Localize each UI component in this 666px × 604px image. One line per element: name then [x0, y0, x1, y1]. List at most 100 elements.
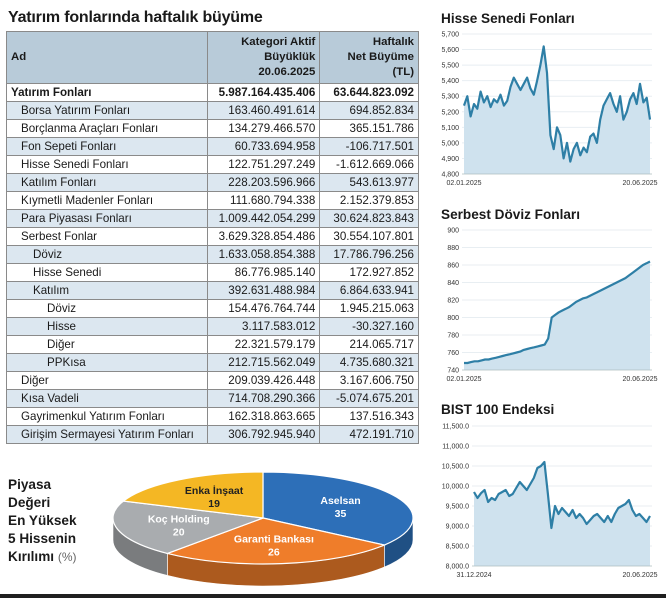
fund-growth-cell: 472.191.710 [319, 425, 419, 444]
pie-title-line: Piyasa [8, 477, 52, 492]
y-tick-label: 840 [447, 280, 459, 287]
y-tick-label: 740 [447, 368, 459, 375]
pie-unit: (%) [57, 550, 77, 564]
funds-table: Ad Kategori Aktif Büyüklük 20.06.2025 Ha… [6, 31, 419, 444]
fund-growth-cell: 6.864.633.941 [319, 281, 419, 300]
column-header-size-line: Kategori Aktif [241, 36, 316, 48]
y-tick-label: 9,500.0 [446, 504, 469, 511]
fund-name-cell: Hisse Senedi Fonları [6, 155, 208, 174]
table-title: Yatırım fonlarında haftalık büyüme [8, 9, 263, 26]
column-header-size-line: Büyüklük [264, 51, 316, 63]
series-area [474, 462, 650, 566]
fund-growth-cell: 1.945.215.063 [319, 299, 419, 318]
pie-title-last-word: Kırılımı [8, 549, 55, 564]
fx-funds-chart: 740 760 780 800 820 840 860 880 900 02.01.2025 20.… [446, 228, 657, 384]
chart-title-fx-funds: Serbest Döviz Fonları [441, 207, 580, 222]
table-row: Borçlanma Araçları Fonları 134.279.466.57… [6, 119, 419, 138]
fund-name-cell: Diğer [6, 371, 208, 390]
fund-growth-cell: 172.927.852 [319, 263, 419, 282]
fund-size-cell: 228.203.596.966 [206, 173, 321, 192]
x-tick-label: 20.06.2025 [622, 376, 657, 383]
pie-slice-value: 35 [335, 508, 347, 520]
y-tick-label: 11,000.0 [442, 444, 469, 451]
fund-growth-cell: -1.612.669.066 [319, 155, 419, 174]
fund-name-cell: Hisse [6, 317, 208, 336]
table-row: Katılım 392.631.488.984 6.864.633.941 [6, 281, 419, 300]
fund-growth-cell: 694.852.834 [319, 101, 419, 120]
fund-name-cell: Yatırım Fonları [6, 83, 208, 102]
fund-size-cell: 163.460.491.614 [206, 101, 321, 120]
y-tick-label: 780 [447, 333, 459, 340]
pie-slice-value: 26 [268, 546, 280, 558]
y-tick-label: 10,500.0 [442, 464, 469, 471]
fund-name-cell: Para Piyasası Fonları [6, 209, 208, 228]
fund-size-cell: 162.318.863.665 [206, 407, 321, 426]
y-tick-label: 9,000.0 [446, 524, 469, 531]
x-tick-label: 02.01.2025 [446, 376, 481, 383]
pie-slice-label: Garanti Bankası [234, 533, 314, 545]
fund-name-cell: Hisse Senedi [6, 263, 208, 282]
table-row: Yatırım Fonları 5.987.164.435.406 63.644.8… [6, 83, 419, 102]
pie-title-line: En Yüksek [8, 513, 77, 528]
y-tick-label: 5,600 [441, 47, 459, 54]
fund-growth-cell: 63.644.823.092 [319, 83, 419, 102]
pie-title-line: Kırılımı (%) [8, 548, 118, 566]
bottom-rule [0, 594, 666, 598]
fund-size-cell: 22.321.579.179 [206, 335, 321, 354]
fund-size-cell: 111.680.794.338 [206, 191, 321, 210]
column-header-growth-line: Net Büyüme [347, 51, 414, 63]
bist100-chart: 8,000.0 8,500.0 9,000.0 9,500.0 10,000.0 10,5… [442, 424, 658, 580]
pie-slice-value: 19 [208, 498, 220, 510]
y-tick-label: 820 [447, 298, 459, 305]
fund-size-cell: 60.733.694.958 [206, 137, 321, 156]
table-row: Hisse 3.117.583.012 -30.327.160 [6, 317, 419, 336]
x-tick-label: 31.12.2024 [456, 572, 491, 579]
y-tick-label: 5,500 [441, 63, 459, 70]
fund-growth-cell: -30.327.160 [319, 317, 419, 336]
y-tick-label: 860 [447, 263, 459, 270]
column-header-name: Ad [6, 31, 208, 84]
fund-name-cell: Katılım Fonları [6, 173, 208, 192]
fund-growth-cell: 2.152.379.853 [319, 191, 419, 210]
pie-slice [112, 500, 264, 555]
pie-title-line: Değeri [8, 495, 51, 510]
fund-size-cell: 1.633.058.854.388 [206, 245, 321, 264]
fund-growth-cell: 3.167.606.750 [319, 371, 419, 390]
series-area [464, 46, 650, 174]
pie-chart-title: Piyasa Değeri En Yüksek 5 Hissenin Kırıl… [8, 476, 118, 566]
pie-title-line: 5 Hissenin [8, 531, 76, 546]
table-row: Girişim Sermayesi Yatırım Fonları 306.792… [6, 425, 419, 444]
table-header-row: Ad Kategori Aktif Büyüklük 20.06.2025 Ha… [6, 31, 419, 84]
y-tick-label: 5,400 [441, 78, 459, 85]
table-row: Hisse Senedi 86.776.985.140 172.927.852 [6, 263, 419, 282]
equity-funds-chart: 4,800 4,900 5,000 5,100 5,200 5,300 5,400 5,500… [441, 32, 657, 188]
fund-size-cell: 3.117.583.012 [206, 317, 321, 336]
column-header-growth: Haftalık Net Büyüme (TL) [319, 31, 419, 84]
fund-growth-cell: 543.613.977 [319, 173, 419, 192]
table-row: Gayrimenkul Yatırım Fonları 162.318.863.6… [6, 407, 419, 426]
pie-slice [262, 471, 414, 546]
fund-growth-cell: 137.516.343 [319, 407, 419, 426]
column-header-size-line: 20.06.2025 [258, 66, 316, 78]
y-tick-label: 8,500.0 [446, 544, 469, 551]
pie-slice [122, 471, 264, 519]
fund-size-cell: 5.987.164.435.406 [206, 83, 321, 102]
y-tick-label: 760 [447, 350, 459, 357]
table-row: Döviz 1.633.058.854.388 17.786.796.256 [6, 245, 419, 264]
fund-name-cell: Borçlanma Araçları Fonları [6, 119, 208, 138]
fund-growth-cell: -106.717.501 [319, 137, 419, 156]
pie-slice-value: 20 [173, 527, 185, 539]
table-row: Serbest Fonlar 3.629.328.854.486 30.554.10… [6, 227, 419, 246]
y-tick-label: 8,000.0 [446, 564, 469, 571]
pie-slice-label: Enka İnşaat [185, 484, 244, 497]
table-row: Diğer 22.321.579.179 214.065.717 [6, 335, 419, 354]
fund-name-cell: Borsa Yatırım Fonları [6, 101, 208, 120]
table-row: Borsa Yatırım Fonları 163.460.491.614 694.… [6, 101, 419, 120]
fund-growth-cell: 4.735.680.321 [319, 353, 419, 372]
table-row: Diğer 209.039.426.448 3.167.606.750 [6, 371, 419, 390]
fund-name-cell: Kısa Vadeli [6, 389, 208, 408]
fund-size-cell: 1.009.442.054.299 [206, 209, 321, 228]
series-line [473, 460, 651, 530]
y-tick-label: 880 [447, 245, 459, 252]
